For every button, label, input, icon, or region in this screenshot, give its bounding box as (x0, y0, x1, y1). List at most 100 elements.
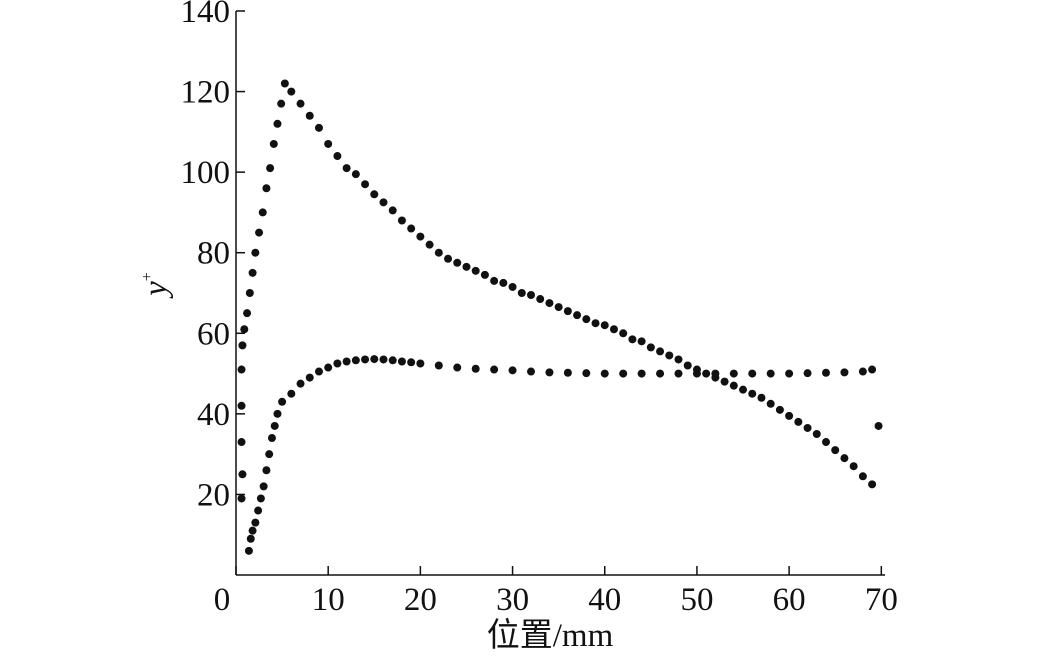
data-point (342, 357, 351, 366)
y-tick-label: 120 (181, 75, 231, 111)
data-point (766, 369, 775, 378)
data-point (416, 232, 425, 241)
data-point (499, 278, 508, 287)
x-tick-label: 70 (865, 582, 898, 618)
data-point (248, 268, 257, 277)
data-point (245, 289, 254, 297)
data-point (254, 506, 263, 515)
x-tick-label: 60 (773, 582, 806, 618)
y-tick-label: 40 (197, 397, 230, 433)
data-point (674, 355, 683, 364)
data-point (766, 399, 775, 408)
data-point (237, 494, 246, 503)
data-point (416, 359, 425, 368)
y-tick-label: 20 (197, 477, 230, 513)
data-point (665, 351, 674, 360)
data-point (248, 526, 257, 535)
data-point (619, 369, 628, 378)
data-point (258, 208, 267, 217)
data-point (246, 534, 255, 543)
data-point (397, 357, 406, 366)
data-point (296, 99, 305, 108)
data-point (822, 368, 830, 377)
data-point (702, 369, 711, 378)
data-point (868, 365, 877, 374)
data-point (238, 341, 247, 350)
data-point (656, 369, 665, 378)
data-point (287, 389, 296, 398)
data-point (527, 367, 535, 376)
data-point (407, 224, 416, 233)
y-tick-label: 60 (197, 316, 230, 352)
data-point (238, 470, 247, 479)
data-point (434, 248, 443, 257)
data-point (803, 369, 812, 378)
data-point (729, 381, 738, 390)
data-point (785, 411, 794, 420)
data-point (388, 206, 397, 215)
data-point (269, 139, 278, 148)
data-point (237, 401, 246, 410)
data-point (849, 462, 858, 471)
data-point (674, 369, 683, 378)
data-point (333, 152, 342, 161)
data-point (563, 307, 572, 316)
data-point (646, 343, 655, 352)
data-point (683, 361, 692, 370)
data-point (545, 368, 554, 377)
data-point (397, 216, 406, 225)
data-point (582, 315, 591, 324)
data-point (692, 369, 701, 378)
data-point (243, 309, 252, 318)
data-point (775, 405, 784, 414)
data-point (453, 258, 462, 267)
x-axis-label: 位置/mm (487, 617, 614, 654)
data-point (600, 369, 609, 378)
data-point (262, 466, 271, 475)
data-point (305, 111, 314, 120)
data-point (267, 434, 276, 443)
data-point (545, 299, 554, 308)
data-point (251, 518, 260, 527)
data-point (656, 347, 665, 356)
data-point (314, 367, 323, 376)
data-point (720, 377, 729, 386)
data-point (573, 311, 582, 320)
data-point (379, 355, 388, 364)
data-point (259, 482, 268, 491)
data-point (508, 282, 517, 291)
data-point (471, 266, 480, 275)
data-point (729, 369, 738, 378)
data-point (240, 325, 249, 334)
data-point (462, 262, 471, 271)
data-point (536, 295, 545, 304)
data-point (812, 430, 821, 438)
y-tick-label: 100 (181, 155, 231, 191)
data-point (370, 190, 379, 199)
data-point (831, 446, 840, 455)
data-point (256, 494, 265, 503)
data-point (757, 393, 766, 402)
data-point (803, 423, 812, 432)
data-point (324, 139, 333, 148)
data-point (858, 367, 867, 376)
data-point (591, 319, 600, 328)
data-point (255, 228, 264, 237)
x-tick-label: 20 (404, 582, 437, 618)
data-point (517, 289, 526, 297)
data-point (748, 389, 757, 398)
data-point (619, 329, 628, 338)
data-point (471, 364, 480, 373)
y-axis-label-sup: + (139, 272, 156, 281)
data-point (407, 358, 416, 367)
data-point (370, 355, 379, 364)
data-point (425, 240, 434, 249)
data-point (711, 369, 720, 378)
data-point (868, 480, 877, 489)
data-point (794, 417, 803, 426)
data-point (508, 366, 517, 375)
y-tick-label: 140 (181, 0, 231, 30)
data-point (582, 369, 591, 378)
data-point (251, 248, 260, 257)
